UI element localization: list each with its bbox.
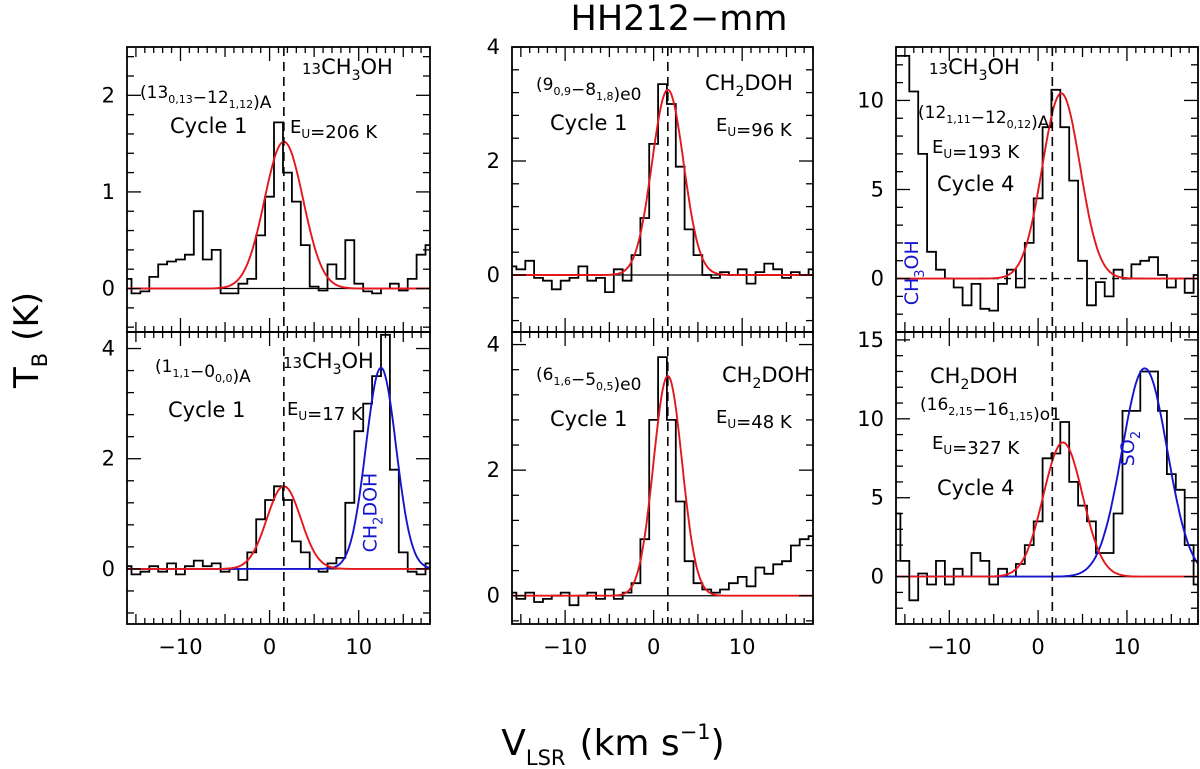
- y-tick-label: 2: [102, 447, 115, 471]
- y-tick-label: 2: [487, 458, 500, 482]
- x-label-sub: LSR: [526, 746, 566, 769]
- y-axis-label: TB (K): [7, 292, 52, 389]
- x-tick-label: −10: [543, 635, 587, 659]
- y-tick-label: 2: [487, 149, 500, 173]
- y-tick-label: 5: [871, 486, 884, 510]
- x-label-main: V: [501, 723, 526, 764]
- x-tick-label: −10: [927, 635, 971, 659]
- y-tick-label: 0: [487, 263, 500, 287]
- x-label-close: ): [711, 723, 725, 764]
- x-tick-label: 0: [263, 635, 276, 659]
- y-tick-label: 4: [102, 337, 115, 361]
- observed-spectrum-p5: [512, 356, 813, 607]
- observed-spectrum-p1: [127, 121, 430, 295]
- gaussian-fit-p1-0: [127, 140, 430, 290]
- transition-label: (121,11−120,12)A: [918, 103, 1050, 133]
- upper-energy-label: EU=327 K: [932, 433, 1020, 459]
- x-axis-label: VLSR (km s−1): [501, 720, 724, 769]
- cycle-label: Cycle 4: [937, 172, 1014, 196]
- y-tick-label: 10: [857, 407, 884, 431]
- y-tick-label: 0: [102, 557, 115, 581]
- x-tick-label: 10: [1114, 635, 1141, 659]
- x-tick-label: 10: [345, 635, 372, 659]
- transition-label: (90,9−81,8)e0: [536, 75, 641, 105]
- cycle-label: Cycle 1: [550, 111, 627, 135]
- molecule-label: 13CH3OH: [302, 55, 393, 84]
- gaussian-fit-p3-0: [896, 92, 1198, 280]
- transition-label: (61,6−50,5)e0: [536, 365, 641, 395]
- x-tick-label: −10: [158, 635, 202, 659]
- cycle-label: Cycle 1: [170, 114, 247, 138]
- cycle-label: Cycle 1: [550, 407, 627, 431]
- upper-energy-label: EU=193 K: [932, 137, 1020, 163]
- x-label-unit-sup: −1: [680, 720, 711, 744]
- panel-p6: −10 0 10 0 5 10 15 CH2DOH(162,15−161,15)o1 Cycle…: [857, 328, 1199, 659]
- y-tick-label: 0: [487, 584, 500, 608]
- transition-label: (130,13−121,12)A: [140, 83, 272, 113]
- gaussian-fit-p5-0: [512, 374, 813, 597]
- y-tick-label: 0: [871, 267, 884, 291]
- x-tick-label: 0: [647, 635, 660, 659]
- observed-spectrum-p2: [512, 83, 813, 293]
- y-label-sub: B: [28, 353, 52, 367]
- y-tick-label: 4: [487, 333, 500, 357]
- transition-label: (162,15−161,15)o1: [920, 395, 1061, 425]
- x-tick-label: 10: [729, 635, 756, 659]
- chart-title: HH212−mm: [571, 0, 788, 39]
- molecule-label: CH2DOH: [722, 363, 810, 392]
- gaussian-fit-p6-1: [896, 441, 1198, 578]
- species-annotation: CH2DOH: [360, 473, 387, 553]
- y-tick-label: 2: [102, 83, 115, 107]
- y-tick-label: 10: [857, 88, 884, 112]
- y-tick-label: 0: [102, 277, 115, 301]
- upper-energy-label: EU=17 K: [287, 399, 364, 425]
- panel-p4: −10 0 10 0 2 4 13CH3OH (11,1−00,0)A Cycle 1 EU=17…: [102, 331, 431, 659]
- gaussian-fit-p2-0: [512, 88, 813, 276]
- svg-text:TB(K): TB (K): [7, 292, 52, 389]
- upper-energy-label: EU=48 K: [716, 407, 793, 433]
- species-annotation: SO2: [1117, 431, 1144, 466]
- upper-energy-label: EU=206 K: [290, 117, 378, 143]
- y-tick-label: 15: [857, 328, 884, 352]
- y-tick-label: 1: [102, 180, 115, 204]
- cycle-label: Cycle 1: [168, 398, 245, 422]
- panel-p5: −10 0 10 0 2 4 CH2DOH (61,6−50,5)e0 Cycle 1 EU=48…: [487, 331, 814, 659]
- molecule-label: 13CH3OH: [283, 349, 374, 378]
- y-tick-label: 0: [871, 565, 884, 589]
- cycle-label: Cycle 4: [937, 476, 1014, 500]
- y-tick-label: 5: [871, 178, 884, 202]
- upper-energy-label: EU=96 K: [716, 115, 793, 141]
- panel-p2: 0 2 4 CH2DOH (90,9−81,8)e0 Cycle 1 EU=96 K: [487, 35, 814, 333]
- molecule-label: 13CH3OH: [929, 55, 1020, 84]
- gaussian-fit-p4-1: [127, 485, 430, 570]
- y-label-unit: (K): [7, 292, 47, 341]
- species-annotation: CH3OH: [901, 240, 928, 305]
- molecule-label: CH2DOH: [705, 71, 793, 100]
- y-tick-label: 4: [487, 35, 500, 59]
- molecule-label: CH2DOH: [930, 364, 1018, 393]
- panel-p3: 0 5 10 13CH3OH (121,11−120,12)A Cycle 4 EU=193…: [857, 46, 1199, 333]
- x-label-unit: (km s: [580, 723, 680, 764]
- x-tick-label: 0: [1031, 635, 1044, 659]
- transition-label: (11,1−00,0)A: [155, 357, 251, 387]
- y-label-main: T: [7, 367, 47, 389]
